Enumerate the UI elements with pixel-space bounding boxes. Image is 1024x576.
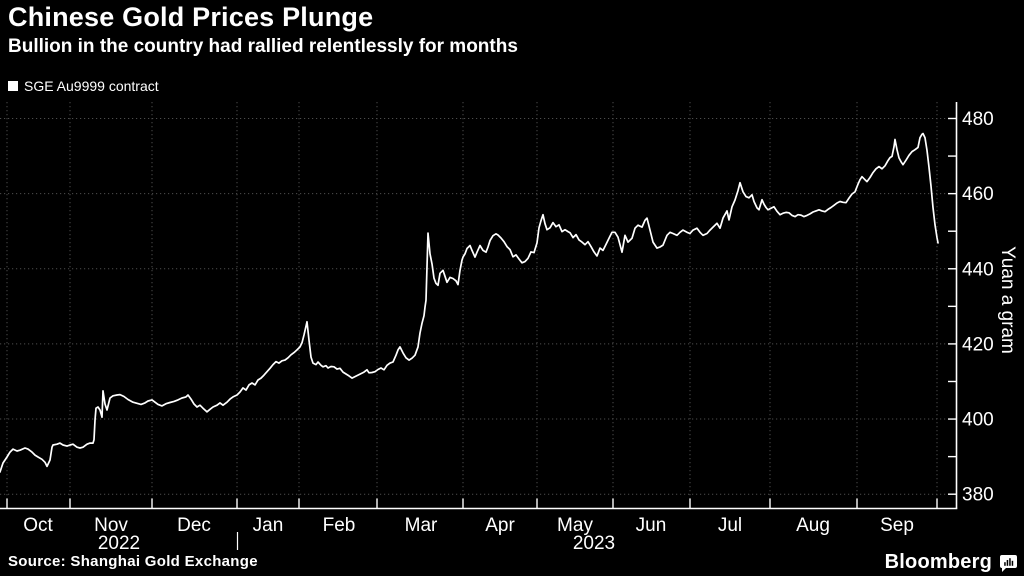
y-tick-label: 400 <box>962 410 994 431</box>
month-label: Dec <box>177 515 211 536</box>
chart-title: Chinese Gold Prices Plunge <box>8 2 374 32</box>
month-label: Oct <box>23 515 53 536</box>
month-label: Nov <box>94 515 128 536</box>
y-tick-label: 380 <box>962 485 994 506</box>
y-tick-label: 420 <box>962 334 994 355</box>
month-label: Mar <box>405 515 438 536</box>
source-credit: Source: Shanghai Gold Exchange <box>8 553 258 570</box>
bloomberg-branding: Bloomberg <box>885 551 1018 574</box>
legend: SGE Au9999 contract <box>8 78 159 94</box>
bloomberg-chart-bubble-icon <box>1000 554 1017 572</box>
month-label: Aug <box>796 515 830 536</box>
chart-subtitle: Bullion in the country had rallied relen… <box>8 36 518 57</box>
month-label: Feb <box>323 515 356 536</box>
year-label: 2023 <box>573 533 615 554</box>
price-line <box>0 132 939 473</box>
y-tick-label: 460 <box>962 184 994 205</box>
month-label: Sep <box>880 515 914 536</box>
month-label: Apr <box>485 515 515 536</box>
legend-label: SGE Au9999 contract <box>24 78 159 94</box>
bloomberg-wordmark: Bloomberg <box>884 551 992 573</box>
y-axis-title: Yuan a gram <box>997 246 1018 354</box>
month-label: Jul <box>718 515 742 536</box>
year-label: 2022 <box>98 533 140 554</box>
y-tick-label: 480 <box>962 109 994 130</box>
legend-swatch-icon <box>8 81 18 91</box>
month-label: Jun <box>636 515 667 536</box>
y-tick-label: 440 <box>962 259 994 280</box>
month-label: Jan <box>253 515 284 536</box>
month-label: May <box>557 515 593 536</box>
